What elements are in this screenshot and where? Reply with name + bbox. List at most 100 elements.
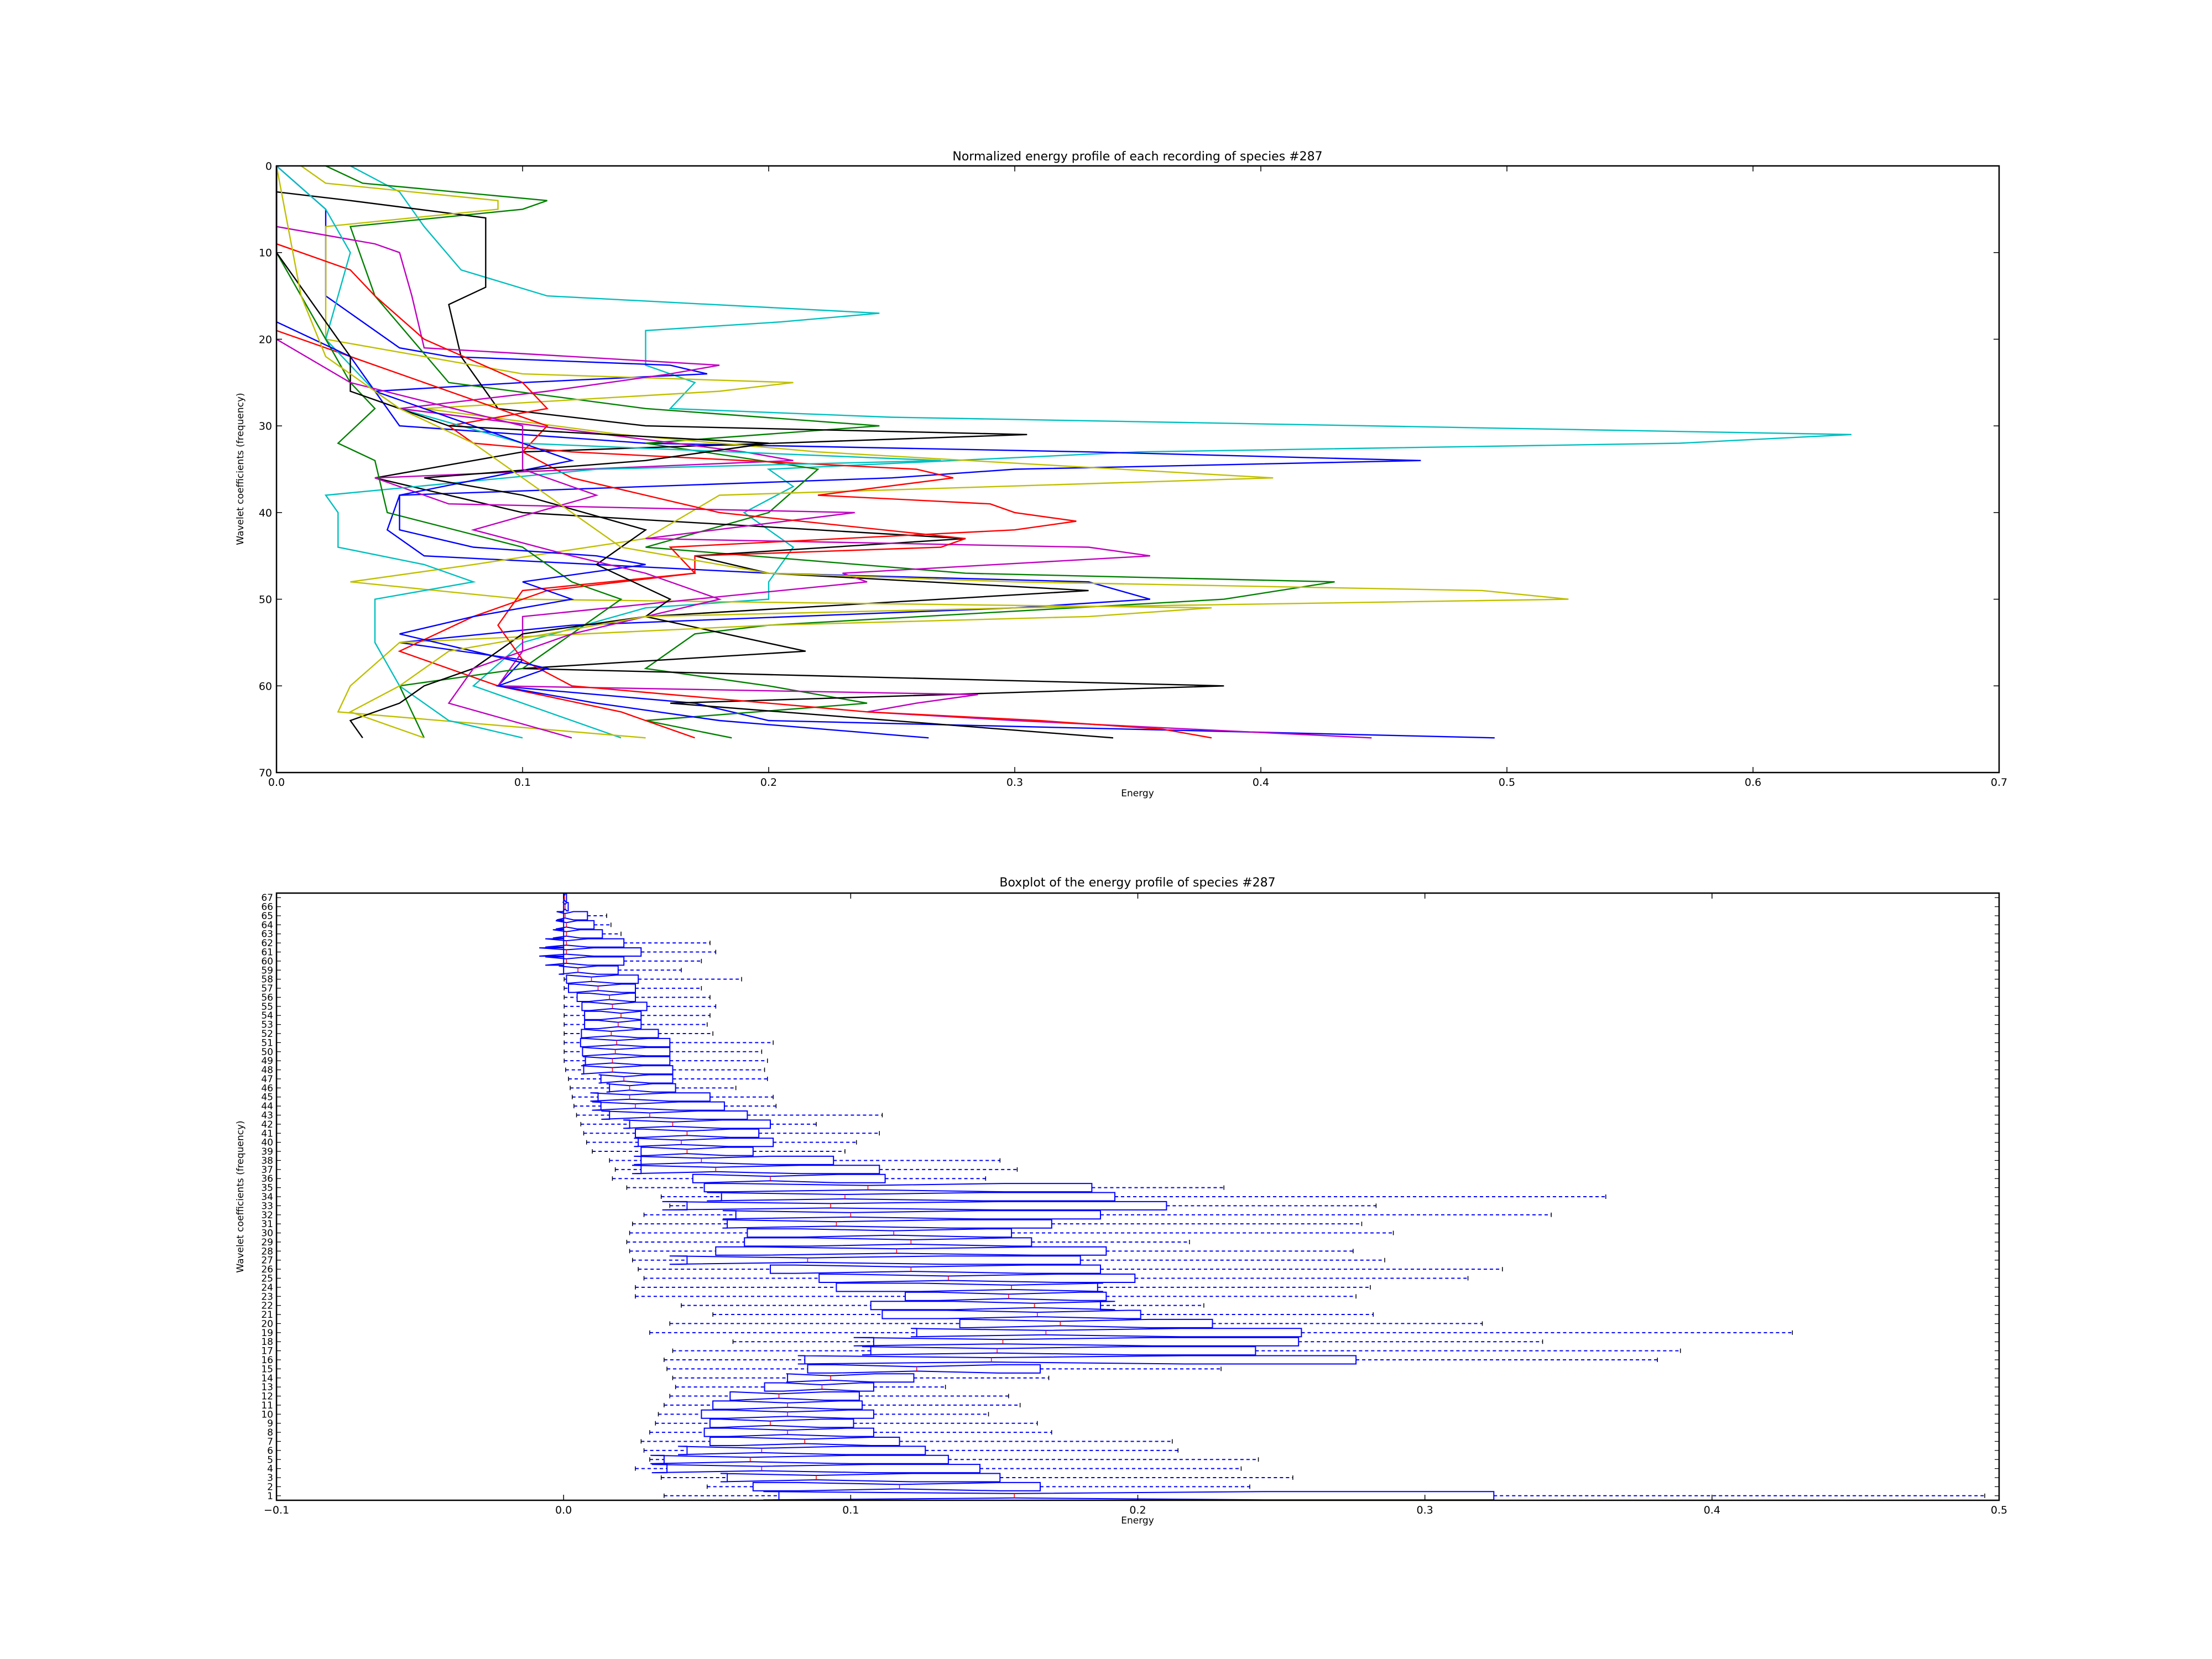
top-x-axis-label: Energy	[1121, 788, 1154, 799]
top-y-axis-label: Wavelet coefficients (frequency)	[235, 393, 246, 545]
y-tick-label: 34	[261, 1192, 273, 1203]
box-6	[643, 1446, 1178, 1455]
notched-box	[747, 1228, 1013, 1238]
y-tick-label: 3	[267, 1473, 273, 1484]
y-tick-label: 24	[261, 1282, 273, 1293]
y-tick-label: 53	[261, 1020, 273, 1031]
notched-box	[545, 956, 625, 966]
box-59	[559, 965, 682, 975]
box-41	[583, 1128, 880, 1138]
box-8	[649, 1427, 1052, 1437]
series-line-14	[275, 165, 1569, 739]
series-line-10	[275, 166, 623, 738]
notched-box	[650, 1454, 949, 1464]
x-tick-label: 0.1	[842, 1504, 859, 1516]
notched-box	[853, 1337, 1300, 1347]
notched-box	[566, 974, 639, 984]
y-tick-label: 56	[261, 992, 273, 1003]
y-tick-label: 13	[261, 1382, 273, 1393]
series-line-9	[276, 165, 941, 739]
notched-box	[580, 1037, 671, 1047]
box-16	[664, 1355, 1658, 1365]
box-14	[672, 1373, 1050, 1383]
box-48	[565, 1065, 765, 1075]
notched-box	[581, 1029, 659, 1039]
y-tick-label: 14	[261, 1373, 273, 1384]
notched-box	[582, 1047, 671, 1057]
box-23	[635, 1291, 1357, 1301]
y-tick-label: 27	[261, 1255, 273, 1266]
box-34	[660, 1192, 1606, 1202]
box-3	[660, 1473, 1293, 1483]
box-54	[564, 1010, 711, 1020]
x-tick-label: 0.0	[555, 1504, 572, 1516]
box-4	[635, 1464, 1242, 1474]
y-tick-label: 10	[259, 247, 272, 259]
y-tick-label: 54	[261, 1010, 273, 1021]
y-tick-label: 9	[267, 1418, 273, 1430]
box-11	[664, 1400, 1021, 1410]
box-29	[626, 1237, 1190, 1247]
notched-box	[959, 1318, 1213, 1328]
y-tick-label: 38	[261, 1155, 273, 1166]
notched-box	[712, 1400, 863, 1410]
box-31	[632, 1219, 1363, 1229]
notched-box	[786, 1373, 915, 1383]
box-43	[576, 1110, 883, 1120]
box-42	[580, 1119, 817, 1129]
bottom-x-axis-label: Energy	[1121, 1515, 1154, 1526]
y-tick-label: 4	[267, 1464, 273, 1475]
series-line-2	[276, 165, 1495, 739]
box-38	[609, 1155, 1001, 1165]
y-tick-label: 44	[261, 1101, 273, 1112]
box-35	[626, 1183, 1224, 1193]
x-tick-label: 0.3	[1417, 1504, 1433, 1516]
y-tick-label: 26	[261, 1264, 273, 1275]
notched-box	[601, 1110, 748, 1120]
notched-box	[634, 1155, 834, 1165]
x-tick-label: 0.6	[1745, 776, 1761, 789]
notched-box	[568, 983, 636, 993]
y-tick-label: 46	[261, 1083, 273, 1094]
y-tick-label: 70	[259, 767, 272, 779]
notched-box	[729, 1391, 860, 1401]
notched-box	[881, 1310, 1141, 1319]
notched-box	[722, 1219, 1052, 1229]
box-62	[545, 938, 711, 948]
x-tick-label: 0.7	[1991, 776, 2007, 789]
y-tick-label: 17	[261, 1346, 273, 1357]
box-58	[564, 974, 742, 984]
notched-box	[836, 1282, 1103, 1292]
notched-box	[818, 1274, 1136, 1283]
box-56	[564, 993, 711, 1002]
notched-box	[703, 1427, 874, 1437]
y-tick-label: 45	[261, 1092, 273, 1103]
notched-box	[552, 929, 603, 939]
box-2	[707, 1481, 1250, 1491]
notched-box	[581, 1065, 674, 1075]
notched-box	[584, 1010, 642, 1020]
box-7	[640, 1437, 1173, 1446]
y-tick-label: 23	[261, 1291, 273, 1302]
box-52	[564, 1029, 713, 1039]
y-tick-label: 60	[259, 680, 272, 692]
notched-box	[640, 1146, 754, 1156]
box-24	[635, 1282, 1371, 1292]
notched-box	[709, 1418, 854, 1428]
y-tick-label: 62	[261, 938, 273, 949]
notched-box	[634, 1138, 774, 1147]
y-tick-label: 41	[261, 1128, 273, 1139]
y-tick-label: 63	[261, 929, 273, 940]
box-20	[669, 1318, 1483, 1328]
series-line-5	[300, 165, 1274, 739]
notched-box	[678, 1446, 926, 1455]
box-49	[564, 1056, 768, 1066]
bottom-plot-frame	[275, 892, 2000, 1501]
y-tick-label: 50	[261, 1047, 273, 1058]
y-tick-label: 49	[261, 1056, 273, 1067]
box-17	[672, 1346, 1681, 1356]
y-tick-label: 47	[261, 1074, 273, 1085]
y-tick-label: 8	[267, 1427, 273, 1438]
notched-box	[752, 1481, 1041, 1491]
